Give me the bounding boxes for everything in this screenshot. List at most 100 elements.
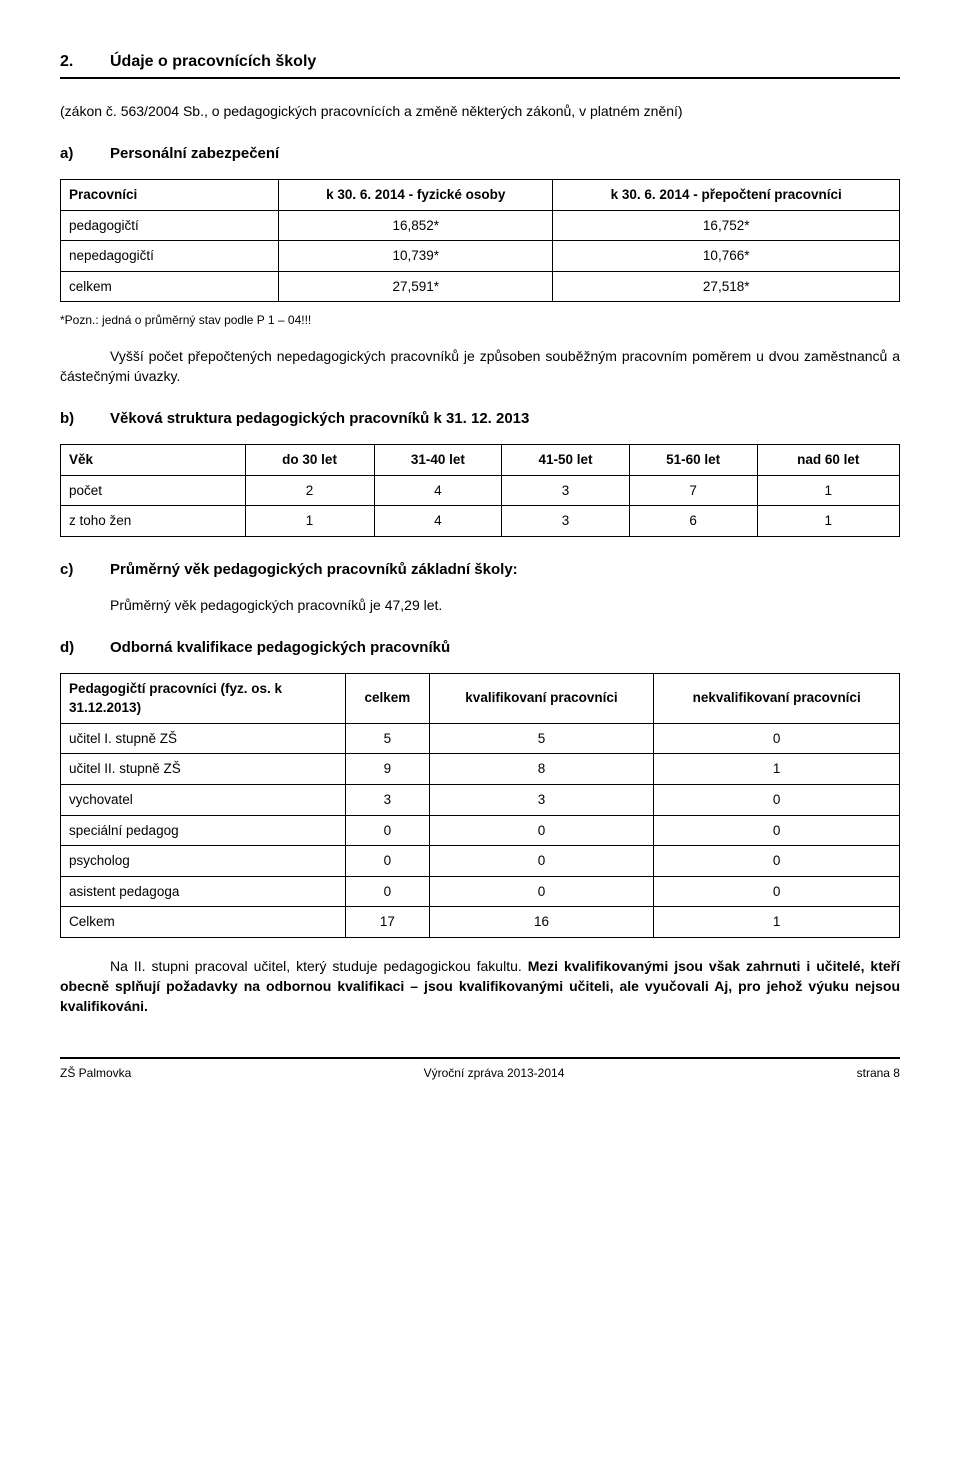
cell: 0 bbox=[346, 876, 429, 907]
table-row: z toho žen 1 4 3 6 1 bbox=[61, 506, 900, 537]
cell: učitel II. stupně ZŠ bbox=[61, 754, 346, 785]
subsection-b: b) Věková struktura pedagogických pracov… bbox=[60, 408, 900, 430]
sub-title: Odborná kvalifikace pedagogických pracov… bbox=[110, 637, 450, 659]
footnote: *Pozn.: jedná o průměrný stav podle P 1 … bbox=[60, 312, 900, 329]
cell: 10,739* bbox=[279, 241, 553, 272]
table-row: asistent pedagoga 0 0 0 bbox=[61, 876, 900, 907]
subsection-c: c) Průměrný věk pedagogických pracovníků… bbox=[60, 559, 900, 581]
table-row: speciální pedagog 0 0 0 bbox=[61, 815, 900, 846]
cell: 7 bbox=[629, 475, 757, 506]
cell: 27,518* bbox=[553, 271, 900, 302]
cell: 0 bbox=[654, 876, 900, 907]
table-personnel: Pracovníci k 30. 6. 2014 - fyzické osoby… bbox=[60, 179, 900, 302]
cell: 0 bbox=[654, 723, 900, 754]
cell: 0 bbox=[346, 846, 429, 877]
cell: 1 bbox=[654, 754, 900, 785]
header-cell: 41-50 let bbox=[502, 445, 630, 476]
header-cell: kvalifikovaní pracovníci bbox=[429, 673, 654, 723]
sub-label: c) bbox=[60, 559, 110, 581]
footer-right: strana 8 bbox=[857, 1065, 900, 1082]
cell: 1 bbox=[757, 475, 900, 506]
cell: 0 bbox=[429, 846, 654, 877]
cell: 0 bbox=[346, 815, 429, 846]
section-title: Údaje o pracovnících školy bbox=[110, 50, 316, 73]
cell: z toho žen bbox=[61, 506, 246, 537]
sub-title: Průměrný věk pedagogických pracovníků zá… bbox=[110, 559, 518, 581]
cell: 16,852* bbox=[279, 210, 553, 241]
cell: 27,591* bbox=[279, 271, 553, 302]
sub-title: Personální zabezpečení bbox=[110, 143, 279, 165]
cell: 4 bbox=[374, 475, 502, 506]
sub-label: b) bbox=[60, 408, 110, 430]
header-cell: nekvalifikovaní pracovníci bbox=[654, 673, 900, 723]
cell: 10,766* bbox=[553, 241, 900, 272]
sub-label: d) bbox=[60, 637, 110, 659]
cell: celkem bbox=[61, 271, 279, 302]
cell: 0 bbox=[654, 784, 900, 815]
cell: 1 bbox=[757, 506, 900, 537]
header-cell: do 30 let bbox=[245, 445, 374, 476]
table-row: Pedagogičtí pracovníci (fyz. os. k 31.12… bbox=[61, 673, 900, 723]
header-cell: 31-40 let bbox=[374, 445, 502, 476]
sub-label: a) bbox=[60, 143, 110, 165]
cell: 3 bbox=[429, 784, 654, 815]
d-paragraph: Na II. stupni pracoval učitel, který stu… bbox=[60, 956, 900, 1017]
section-number: 2. bbox=[60, 50, 110, 73]
table-row: vychovatel 3 3 0 bbox=[61, 784, 900, 815]
cell: počet bbox=[61, 475, 246, 506]
cell: psycholog bbox=[61, 846, 346, 877]
a-paragraph: Vyšší počet přepočtených nepedagogických… bbox=[60, 346, 900, 387]
table-row: psycholog 0 0 0 bbox=[61, 846, 900, 877]
table-row: nepedagogičtí 10,739* 10,766* bbox=[61, 241, 900, 272]
table-row: pedagogičtí 16,852* 16,752* bbox=[61, 210, 900, 241]
c-text: Průměrný věk pedagogických pracovníků je… bbox=[110, 595, 900, 615]
subsection-a: a) Personální zabezpečení bbox=[60, 143, 900, 165]
cell: 0 bbox=[429, 815, 654, 846]
cell: 5 bbox=[429, 723, 654, 754]
cell: 0 bbox=[429, 876, 654, 907]
cell: nepedagogičtí bbox=[61, 241, 279, 272]
cell: 9 bbox=[346, 754, 429, 785]
cell: asistent pedagoga bbox=[61, 876, 346, 907]
sub-title: Věková struktura pedagogických pracovník… bbox=[110, 408, 529, 430]
header-cell: k 30. 6. 2014 - přepočtení pracovníci bbox=[553, 180, 900, 211]
cell: 2 bbox=[245, 475, 374, 506]
page-footer: ZŠ Palmovka Výroční zpráva 2013-2014 str… bbox=[60, 1057, 900, 1082]
cell: 16 bbox=[429, 907, 654, 938]
intro-text: (zákon č. 563/2004 Sb., o pedagogických … bbox=[60, 101, 900, 121]
cell: učitel I. stupně ZŠ bbox=[61, 723, 346, 754]
footer-left: ZŠ Palmovka bbox=[60, 1065, 131, 1082]
cell: 4 bbox=[374, 506, 502, 537]
cell: Celkem bbox=[61, 907, 346, 938]
header-cell: k 30. 6. 2014 - fyzické osoby bbox=[279, 180, 553, 211]
cell: 16,752* bbox=[553, 210, 900, 241]
section-heading: 2. Údaje o pracovnících školy bbox=[60, 50, 900, 79]
header-cell: Pracovníci bbox=[61, 180, 279, 211]
cell: 3 bbox=[502, 506, 630, 537]
table-qualification: Pedagogičtí pracovníci (fyz. os. k 31.12… bbox=[60, 673, 900, 938]
header-cell: Pedagogičtí pracovníci (fyz. os. k 31.12… bbox=[61, 673, 346, 723]
cell: pedagogičtí bbox=[61, 210, 279, 241]
cell: 1 bbox=[245, 506, 374, 537]
header-cell: 51-60 let bbox=[629, 445, 757, 476]
header-cell: celkem bbox=[346, 673, 429, 723]
cell: vychovatel bbox=[61, 784, 346, 815]
cell: 3 bbox=[346, 784, 429, 815]
table-age: Věk do 30 let 31-40 let 41-50 let 51-60 … bbox=[60, 444, 900, 537]
cell: 6 bbox=[629, 506, 757, 537]
cell: 0 bbox=[654, 846, 900, 877]
table-row: učitel II. stupně ZŠ 9 8 1 bbox=[61, 754, 900, 785]
cell: 5 bbox=[346, 723, 429, 754]
table-row: počet 2 4 3 7 1 bbox=[61, 475, 900, 506]
cell: 17 bbox=[346, 907, 429, 938]
table-row: Pracovníci k 30. 6. 2014 - fyzické osoby… bbox=[61, 180, 900, 211]
header-cell: nad 60 let bbox=[757, 445, 900, 476]
table-row: celkem 27,591* 27,518* bbox=[61, 271, 900, 302]
table-row: Celkem 17 16 1 bbox=[61, 907, 900, 938]
footer-center: Výroční zpráva 2013-2014 bbox=[424, 1065, 565, 1082]
cell: 0 bbox=[654, 815, 900, 846]
table-row: Věk do 30 let 31-40 let 41-50 let 51-60 … bbox=[61, 445, 900, 476]
cell: 1 bbox=[654, 907, 900, 938]
header-cell: Věk bbox=[61, 445, 246, 476]
d-para-plain: Na II. stupni pracoval učitel, který stu… bbox=[110, 958, 528, 974]
